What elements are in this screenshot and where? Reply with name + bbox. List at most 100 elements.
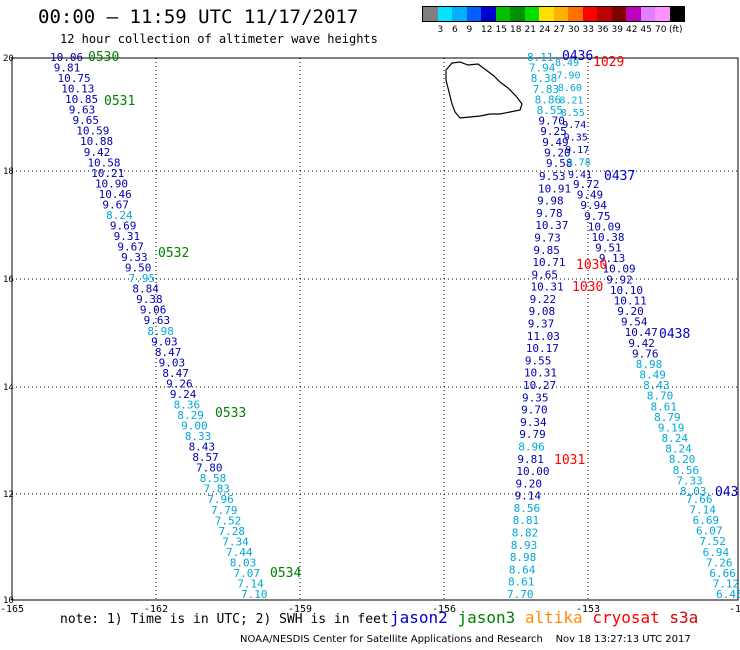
swh-value: 7.66 (686, 493, 713, 506)
swh-value: 11.03 (527, 330, 560, 343)
swh-value: 8.64 (509, 563, 536, 576)
legend-swatch (669, 7, 684, 21)
legend-swatch (597, 7, 612, 21)
swh-value: 10.88 (80, 135, 113, 148)
swh-value: 9.73 (534, 231, 561, 244)
swh-value: 6.45 (716, 588, 740, 601)
swh-value: 8.93 (511, 539, 538, 552)
pass-time-label: 043 (715, 485, 738, 500)
swh-value: 10.37 (535, 219, 568, 232)
legend-label: 6 (452, 25, 458, 35)
legend-swatch (553, 7, 568, 21)
pass-time-label: 1030 (572, 280, 603, 295)
swh-value: 6.69 (693, 514, 720, 527)
swh-value: 8.03 (230, 556, 257, 569)
swh-value: 9.25 (540, 125, 567, 138)
swh-value: 7.90 (556, 70, 580, 81)
legend-label: 3 (437, 25, 444, 35)
swh-value: 7.12 (713, 577, 740, 590)
swh-value: 10.75 (57, 72, 90, 85)
swh-value: 9.54 (621, 316, 648, 329)
swh-value: 8.38 (531, 72, 558, 85)
swh-value: 7.79 (211, 504, 238, 517)
swh-value: 9.14 (515, 490, 542, 503)
swh-value: 6.94 (703, 546, 730, 559)
y-tick-label: 20 (3, 54, 14, 64)
x-tick-label: -153 (576, 604, 600, 615)
legend-label: 33 (582, 25, 594, 35)
swh-value: 10.31 (531, 281, 564, 294)
legend-labels: 3 6 9 12 15 18 21 24 27 30 33 36 39 42 45 70 (ft) (422, 22, 685, 36)
swh-value: 8.56 (673, 464, 700, 477)
swh-value: 10.11 (614, 294, 647, 307)
pass-time-label: 0531 (104, 94, 135, 109)
swh-value: 10.13 (61, 83, 94, 96)
swh-value: 8.70 (647, 390, 674, 403)
swh-value: 9.85 (533, 244, 560, 257)
wave-height-legend: 3 6 9 12 15 18 21 24 27 30 33 36 39 42 45 70 (ft) (422, 6, 685, 36)
swh-value: 8.61 (650, 400, 677, 413)
legend-label: 18 (510, 25, 522, 35)
swh-value: 8.20 (669, 453, 696, 466)
swh-value: 10.27 (523, 379, 556, 392)
map-frame (11, 57, 739, 601)
legend-swatch (466, 7, 481, 21)
swh-value: 9.81 (54, 62, 81, 75)
satellite-legend: jason2 jason3 altika cryosat s3a (390, 608, 698, 627)
legend-label: 21 (524, 25, 536, 35)
swh-value: 8.24 (662, 432, 689, 445)
y-tick-label: 16 (3, 275, 14, 285)
swh-value: 8.82 (512, 527, 539, 540)
swh-value: 9.06 (140, 304, 167, 317)
swh-value: 9.65 (72, 114, 99, 127)
swh-value: 10.17 (526, 342, 559, 355)
swh-value: 8.78 (567, 158, 591, 169)
swh-value: 8.11 (527, 51, 554, 64)
swh-value: 9.65 (531, 268, 558, 281)
swh-value: 8.98 (147, 325, 174, 338)
swh-value: 10.21 (91, 167, 124, 180)
swh-value: 9.53 (539, 170, 566, 183)
swh-value: 8.49 (639, 369, 666, 382)
pass-time-label: 0438 (659, 327, 690, 342)
swh-value: 7.33 (676, 474, 703, 487)
swh-value: 9.19 (658, 421, 685, 434)
legend-color-bar (422, 6, 685, 22)
pass-time-label: 1029 (593, 55, 624, 70)
swh-value: 9.70 (538, 115, 565, 128)
legend-unit: (ft) (669, 25, 683, 35)
swh-value: 8.33 (185, 430, 212, 443)
swh-value: 8.29 (177, 409, 204, 422)
pass-time-label: 0532 (158, 246, 189, 261)
swh-value: 8.81 (513, 514, 540, 527)
swh-value: 10.59 (76, 125, 109, 138)
pass-time-label: 1031 (554, 453, 585, 468)
swh-value: 8.84 (132, 283, 159, 296)
swh-value: 7.14 (689, 504, 716, 517)
legend-swatch (510, 7, 525, 21)
swh-value: 9.98 (537, 195, 564, 208)
swh-value: 7.26 (706, 556, 733, 569)
swh-value: 10.91 (538, 182, 571, 195)
swh-value: 8.98 (510, 551, 536, 564)
swh-value: 9.03 (159, 356, 186, 369)
swh-value: 9.41 (568, 170, 592, 181)
pass-time-label: 1030 (576, 258, 607, 273)
swh-value: 8.43 (643, 379, 670, 392)
swh-value: 7.14 (237, 577, 264, 590)
legend-label: 15 (495, 25, 507, 35)
satellite-name-cryosat: cryosat (592, 608, 670, 627)
swh-value: 8.24 (106, 209, 133, 222)
swh-value: 6.07 (696, 525, 723, 538)
swh-value: 9.81 (517, 453, 544, 466)
swh-value: 9.76 (632, 347, 659, 360)
swh-value: 7.94 (529, 62, 556, 75)
x-tick-label: -156 (432, 604, 456, 615)
y-tick-label: 14 (3, 383, 14, 393)
swh-value: 10.09 (603, 263, 636, 276)
legend-label: 70 (655, 25, 667, 35)
swh-value: 7.83 (204, 483, 231, 496)
swh-value: 8.79 (654, 411, 681, 424)
swh-value: 9.22 (530, 293, 557, 306)
